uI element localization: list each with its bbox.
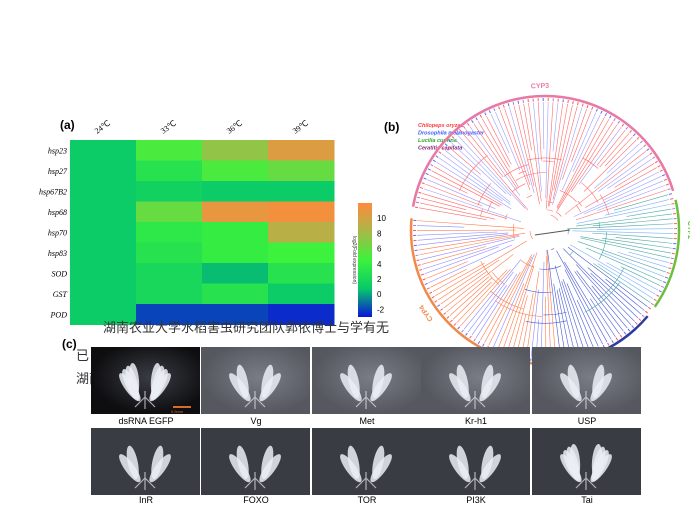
photo-caption: Vg	[250, 416, 262, 426]
panel-a-label: (a)	[60, 118, 75, 132]
colorbar-tick: 2	[377, 275, 382, 284]
colorbar-tick: 10	[377, 214, 386, 223]
heatmap-cell	[136, 222, 203, 243]
clade-arc	[409, 218, 546, 366]
ovary-photo	[201, 347, 310, 414]
heatmap-cell	[202, 201, 269, 223]
photo-caption: TOR	[357, 495, 377, 505]
ovary-photo: 0.5mm	[91, 347, 200, 414]
heatmap-cell	[136, 160, 203, 182]
heatmap-cell	[70, 140, 137, 161]
heatmap-cell	[202, 181, 269, 202]
ovary-photo	[91, 428, 200, 495]
row-label: hsp70	[48, 228, 67, 237]
heatmap-cell	[268, 222, 335, 243]
heatmap-cell	[202, 263, 269, 284]
heatmap-cell	[202, 140, 269, 161]
row-label: hsp23	[48, 146, 67, 155]
row-label: SOD	[51, 269, 67, 278]
row-label: hsp27	[48, 167, 68, 176]
colorbar-tick: -2	[377, 305, 385, 314]
clade-label: CYP4	[418, 303, 434, 322]
heatmap-cell	[70, 160, 137, 182]
heatmap-cell	[136, 181, 203, 202]
heatmap-cell	[268, 160, 335, 182]
scale-bar	[173, 406, 191, 408]
ovary-photo	[201, 428, 310, 495]
photo-caption: Met	[359, 416, 375, 426]
photo-caption: InR	[138, 495, 153, 505]
heatmap-cell	[268, 283, 335, 305]
heatmap-cell	[202, 283, 269, 305]
tree-legend-item: Ceratitis capitata	[418, 146, 462, 152]
row-label: GST	[53, 290, 68, 299]
photo-caption: USP	[577, 416, 597, 426]
ovary-photo	[532, 347, 641, 414]
clade-label: CYP2	[686, 221, 690, 239]
heatmap-cell	[202, 160, 269, 182]
clade-arc	[653, 199, 681, 308]
heatmap-cell	[268, 242, 335, 264]
heatmap-cell	[268, 181, 335, 202]
photo-caption: PI3K	[466, 495, 486, 505]
ovary-photo	[312, 428, 421, 495]
heatmap-cell	[70, 222, 137, 243]
heatmap-cell	[70, 181, 137, 202]
row-label: hsp67B2	[39, 187, 67, 196]
row-label: hsp83	[48, 249, 67, 258]
tree-branches	[412, 98, 677, 363]
row-label: POD	[50, 310, 68, 319]
heatmap-cell	[268, 201, 335, 223]
overlay-text-line1: 湖南农业大学水稻害虫研究团队郭依博士与学有无	[103, 320, 390, 335]
photo-caption: Kr-h1	[464, 416, 487, 426]
heatmap-cell	[268, 263, 335, 284]
heatmap-cell	[70, 201, 137, 223]
tree-legend-item: Chilopeps oryzae	[418, 123, 464, 129]
ovary-photo	[421, 428, 530, 495]
heatmap-cell	[136, 283, 203, 305]
photo-caption: dsRNA EGFP	[118, 416, 174, 426]
heatmap-cell	[70, 263, 137, 284]
heatmap-cell	[202, 242, 269, 264]
heatmap-cell	[136, 263, 203, 284]
heatmap-cell	[136, 304, 203, 325]
scale-bar-label: 0.5mm	[171, 409, 184, 414]
row-label: hsp68	[48, 208, 67, 217]
colorbar-tick: 8	[377, 229, 382, 238]
heatmap-cell	[70, 283, 137, 305]
heatmap-cell	[70, 242, 137, 264]
colorbar-tick: 6	[377, 245, 382, 254]
heatmap-cell	[136, 242, 203, 264]
colorbar-label: log2(Fold expression)	[351, 236, 357, 284]
heatmap-cell	[136, 201, 203, 223]
clade-label: CYP3	[531, 83, 550, 91]
ovary-photo	[421, 347, 530, 414]
heatmap-cell	[268, 140, 335, 161]
heatmap-cell	[268, 304, 335, 325]
panel-b-label: (b)	[384, 120, 400, 134]
heatmap-cell	[70, 304, 137, 325]
clade-arc	[411, 94, 675, 207]
overlay-text-line2: 已	[76, 348, 90, 363]
ovary-photo	[312, 347, 421, 414]
photo-caption: Tai	[581, 495, 593, 505]
ovary-photo	[532, 428, 641, 495]
photo-caption: FOXO	[243, 495, 269, 505]
colorbar-tick: 4	[377, 260, 382, 269]
panel-c-label: (c)	[62, 337, 77, 351]
tree-legend-item: Lucilia cuprina	[418, 138, 457, 144]
colorbar	[358, 203, 372, 317]
heatmap-cell	[136, 140, 203, 161]
colorbar-tick: 0	[377, 290, 382, 299]
heatmap-cell	[202, 222, 269, 243]
heatmap-cell	[202, 304, 269, 325]
